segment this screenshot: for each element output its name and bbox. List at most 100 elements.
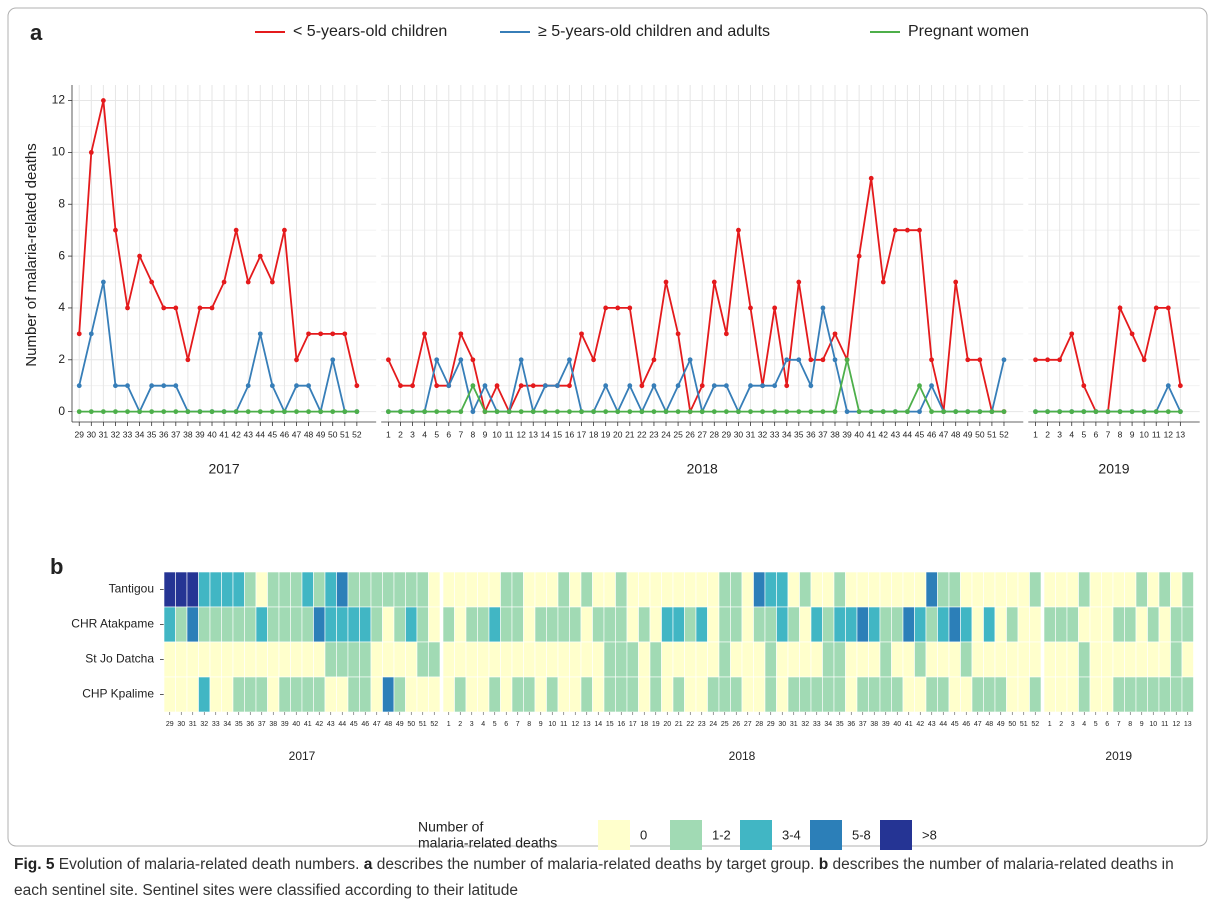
heatmap-cell: [175, 676, 188, 713]
heatmap-cell: [695, 676, 708, 713]
data-point: [687, 409, 693, 415]
heatmap-cell: [592, 606, 605, 643]
x-tick-label: 41: [219, 429, 229, 439]
data-point: [917, 409, 922, 415]
heatmap-cell: [718, 571, 731, 608]
heatmap-cell: [163, 571, 176, 608]
data-point: [699, 409, 705, 415]
legend-swatch: [598, 820, 630, 850]
x-tick-label: 21: [675, 721, 683, 728]
heatmap-cell: [454, 676, 467, 713]
heatmap-cell: [1089, 676, 1102, 713]
data-point: [591, 357, 596, 363]
x-tick-label: 3: [470, 721, 474, 728]
heatmap-cell: [1029, 571, 1042, 608]
heatmap-cell: [845, 676, 858, 713]
heatmap-cell: [1066, 641, 1079, 678]
heatmap-cell: [405, 606, 418, 643]
x-tick-label: 16: [617, 721, 625, 728]
data-point: [675, 331, 681, 337]
heatmap-cell: [523, 606, 536, 643]
heatmap-cell: [638, 676, 651, 713]
legend-title: Number of: [418, 819, 483, 835]
data-point: [651, 409, 657, 415]
data-point: [832, 357, 838, 363]
x-tick-label: 33: [770, 429, 780, 439]
heatmap-cell: [382, 606, 395, 643]
caption-label: Fig. 5: [14, 856, 55, 873]
legend-swatch: [740, 820, 772, 850]
heatmap-cell: [822, 571, 835, 608]
heatmap-cell: [695, 571, 708, 608]
data-point: [880, 279, 886, 285]
heatmap-cell: [914, 676, 927, 713]
heatmap-cell: [661, 571, 674, 608]
x-tick-label: 22: [637, 429, 647, 439]
data-point: [808, 383, 814, 389]
data-point: [820, 409, 826, 415]
heatmap-cell: [557, 676, 570, 713]
data-point: [1069, 331, 1075, 337]
x-tick-label: 31: [99, 429, 109, 439]
heatmap-cell: [359, 676, 372, 713]
data-point: [856, 409, 862, 415]
heatmap-cell: [684, 676, 697, 713]
x-tick-label: 50: [975, 429, 985, 439]
heatmap-cell: [313, 641, 326, 678]
heatmap-cell: [442, 571, 455, 608]
x-tick-label: 30: [778, 721, 786, 728]
x-tick-label: 50: [1008, 721, 1016, 728]
heatmap-cell: [290, 606, 303, 643]
x-tick-label: 36: [159, 429, 169, 439]
heatmap-cell: [937, 606, 950, 643]
data-point: [929, 409, 934, 415]
heatmap-cell: [393, 676, 406, 713]
x-tick-label: 24: [661, 429, 671, 439]
data-point: [1057, 409, 1063, 415]
x-tick-label: 4: [1082, 721, 1086, 728]
x-tick-label: 14: [594, 721, 602, 728]
heatmap-cell: [879, 606, 892, 643]
heatmap-cell: [1112, 606, 1125, 643]
x-tick-label: 20: [663, 721, 671, 728]
heatmap-cell: [799, 641, 812, 678]
x-tick-label: 40: [207, 429, 217, 439]
heatmap-cell: [1043, 641, 1056, 678]
data-point: [173, 409, 179, 415]
x-tick-label: 42: [879, 429, 889, 439]
legend-swatch: [880, 820, 912, 850]
x-tick-label: 32: [200, 721, 208, 728]
heatmap-cell: [856, 571, 869, 608]
heatmap-cell: [776, 571, 789, 608]
heatmap-cell: [416, 606, 429, 643]
heatmap-cell: [209, 571, 222, 608]
heatmap-cell: [1135, 641, 1148, 678]
data-point: [651, 383, 657, 389]
heatmap-cell: [603, 676, 616, 713]
heatmap-cell: [324, 606, 337, 643]
data-point: [354, 409, 360, 415]
heatmap-cell: [534, 676, 547, 713]
x-tick-label: 30: [87, 429, 97, 439]
heatmap-cell: [523, 676, 536, 713]
heatmap-cell: [442, 676, 455, 713]
heatmap-cell: [718, 641, 731, 678]
heatmap-cell: [925, 606, 938, 643]
x-tick-label: 38: [870, 721, 878, 728]
x-tick-label: 52: [430, 721, 438, 728]
heatmap-cell: [983, 606, 996, 643]
data-point: [470, 409, 476, 415]
heatmap-cell: [1089, 571, 1102, 608]
heatmap-cell: [856, 676, 869, 713]
heatmap-cell: [626, 641, 639, 678]
heatmap-cell: [1170, 641, 1183, 678]
heatmap-cell: [232, 606, 245, 643]
heatmap-cell: [960, 641, 973, 678]
heatmap-cell: [902, 641, 915, 678]
heatmap-cell: [638, 606, 651, 643]
x-tick-label: 44: [939, 721, 947, 728]
x-tick-label: 22: [686, 721, 694, 728]
heatmap-cell: [787, 641, 800, 678]
row-label: CHR Atakpame: [71, 617, 154, 631]
heatmap-cell: [221, 606, 234, 643]
